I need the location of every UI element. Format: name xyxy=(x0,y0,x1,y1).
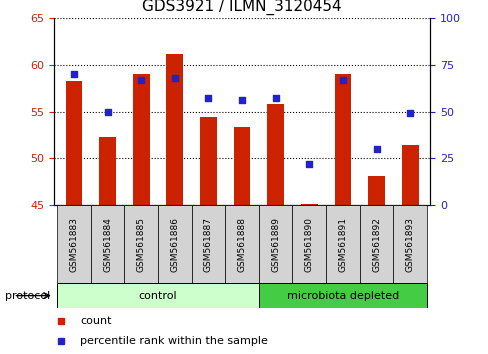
Bar xyxy=(200,117,216,205)
Bar xyxy=(258,283,426,308)
Text: GSM561889: GSM561889 xyxy=(271,217,280,272)
Title: GDS3921 / ILMN_3120454: GDS3921 / ILMN_3120454 xyxy=(142,0,341,15)
Text: percentile rank within the sample: percentile rank within the sample xyxy=(80,336,267,346)
Point xyxy=(271,96,279,101)
Text: GSM561888: GSM561888 xyxy=(237,217,246,272)
Bar xyxy=(65,81,82,205)
Bar xyxy=(258,205,292,283)
Bar xyxy=(325,205,359,283)
Text: GSM561890: GSM561890 xyxy=(304,217,313,272)
Bar xyxy=(158,205,191,283)
Bar xyxy=(233,127,250,205)
Point xyxy=(70,71,78,77)
Point xyxy=(406,110,413,116)
Bar xyxy=(99,137,116,205)
Point xyxy=(103,109,111,114)
Text: control: control xyxy=(139,291,177,301)
Bar xyxy=(367,176,384,205)
Bar xyxy=(91,205,124,283)
Text: GSM561891: GSM561891 xyxy=(338,217,346,272)
Bar xyxy=(300,204,317,205)
Bar xyxy=(359,205,392,283)
Bar xyxy=(292,205,325,283)
Text: GSM561887: GSM561887 xyxy=(203,217,212,272)
Text: GSM561885: GSM561885 xyxy=(137,217,145,272)
Bar xyxy=(267,104,284,205)
Bar xyxy=(401,145,418,205)
Text: GSM561892: GSM561892 xyxy=(371,217,380,272)
Text: GSM561884: GSM561884 xyxy=(103,217,112,272)
Bar xyxy=(392,205,426,283)
Bar xyxy=(57,205,91,283)
Text: count: count xyxy=(80,316,111,326)
Bar xyxy=(57,283,258,308)
Bar xyxy=(166,54,183,205)
Bar xyxy=(124,205,158,283)
Bar xyxy=(133,74,149,205)
Text: GSM561883: GSM561883 xyxy=(69,217,78,272)
Point xyxy=(171,75,179,81)
Point xyxy=(238,97,245,103)
Bar xyxy=(334,74,350,205)
Bar xyxy=(225,205,258,283)
Point xyxy=(137,77,145,82)
Point xyxy=(305,161,312,167)
Text: microbiota depleted: microbiota depleted xyxy=(286,291,398,301)
Text: protocol: protocol xyxy=(5,291,50,301)
Text: GSM561886: GSM561886 xyxy=(170,217,179,272)
Point xyxy=(338,77,346,82)
Text: GSM561893: GSM561893 xyxy=(405,217,414,272)
Bar xyxy=(191,205,225,283)
Point xyxy=(204,96,212,101)
Point xyxy=(372,146,380,152)
